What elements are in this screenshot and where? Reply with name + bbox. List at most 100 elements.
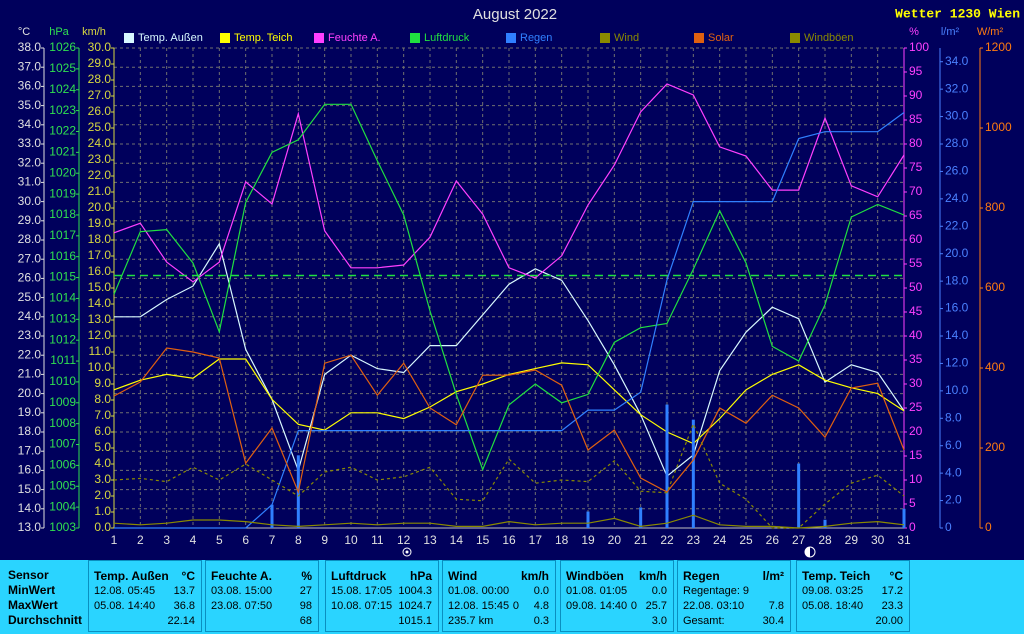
x-tick-label: 19: [581, 533, 595, 547]
legend-swatch: [790, 33, 800, 43]
panel-unit: %: [301, 569, 312, 583]
legend-swatch: [506, 33, 516, 43]
y-tick-label: 15.0: [18, 482, 42, 496]
y-tick-label: 1009: [49, 395, 76, 409]
y-tick-label: 1007: [49, 437, 76, 451]
row-label: MaxWert: [8, 598, 58, 612]
legend-label: Temp. Teich: [234, 32, 293, 44]
x-tick-label: 17: [529, 533, 543, 547]
y-tick-label: 12.0: [945, 356, 969, 370]
y-tick-label: 1020: [49, 165, 76, 179]
y-tick-label: 32.0: [18, 155, 42, 169]
legend-label: Wind: [614, 32, 639, 44]
cell-value: 13.7: [173, 585, 195, 597]
y-tick-label: 1016: [49, 249, 76, 263]
y-tick-label: 0: [945, 520, 952, 534]
y-tick-label: 1010: [49, 374, 76, 388]
cell-text: 10.08. 07:15: [331, 600, 393, 612]
x-tick-label: 23: [687, 533, 701, 547]
y-tick-label: 28.0: [88, 72, 112, 86]
x-tick-label: 28: [818, 533, 832, 547]
cell-text: 05.08. 18:40: [802, 600, 864, 612]
summary-table: Sensor MinWert MaxWert Durchschnitt Temp. Au…: [0, 560, 1024, 634]
panel-unit: l/m²: [762, 569, 784, 583]
cell-text: 09.08. 03:25: [802, 585, 864, 597]
y-tick-label: 1022: [49, 124, 76, 138]
y-tick-label: 5: [909, 496, 916, 510]
y-tick-label: 0: [909, 520, 916, 534]
y-tick-label: 2.0: [94, 488, 111, 502]
y-tick-label: 29.0: [18, 213, 42, 227]
panel: Windböen km/h 01.08. 01:05 0.0 09.08. 14:40 0…: [560, 560, 674, 632]
x-tick-label: 22: [660, 533, 674, 547]
panel-title: Temp. Außen: [94, 569, 169, 583]
panel-title: Wind: [448, 569, 478, 583]
y-tick-label: 34.0: [945, 54, 969, 68]
cell-value: 68: [299, 615, 312, 627]
y-tick-label: 23.0: [88, 152, 112, 166]
rain-bar: [639, 507, 643, 528]
series-line: [113, 103, 905, 472]
panel-unit: hPa: [409, 569, 432, 583]
y-tick-label: 50: [909, 280, 923, 294]
legend-label: Windböen: [804, 32, 854, 44]
x-tick-label: 13: [423, 533, 437, 547]
y-tick-label: 36.0: [18, 79, 42, 93]
y-tick-label: 30.0: [88, 40, 112, 54]
y-tick-label: 29.0: [88, 56, 112, 70]
cell-value: 27: [299, 585, 312, 597]
y-tick-label: 33.0: [18, 136, 42, 150]
legend-swatch: [694, 33, 704, 43]
y-tick-label: 1.0: [94, 504, 111, 518]
x-tick-label: 31: [897, 533, 911, 547]
panel-title: Feuchte A.: [211, 569, 272, 583]
y-tick-label: 16.0: [18, 463, 42, 477]
x-tick-label: 11: [371, 533, 384, 547]
cell-value: 3.0: [651, 615, 667, 627]
cell-value: 1004.3: [398, 585, 432, 597]
y-tick-label: 1026: [49, 40, 76, 54]
rain-bar: [270, 504, 274, 528]
y-tick-label: 1008: [49, 416, 76, 430]
chart: August 2022 Wetter 1230 Wien °C13.014.01…: [18, 6, 1020, 558]
y-tick-label: 600: [985, 280, 1005, 294]
y-tick-label: 22.0: [945, 218, 969, 232]
panel-title: Luftdruck: [331, 569, 387, 583]
cell-text: 01.08. 01:05: [566, 585, 628, 597]
series-line: [114, 112, 905, 529]
cell-value: 0.0: [533, 585, 549, 597]
y-tick-label: 1018: [49, 207, 76, 221]
y-tick-label: 38.0: [18, 40, 42, 54]
cell-text: 235.7 km: [448, 615, 494, 627]
legend-label: Solar: [708, 32, 734, 44]
cell-text: 12.08. 15:45: [448, 600, 510, 612]
axis-unit: W/m²: [977, 26, 1004, 38]
y-tick-label: 25.0: [18, 290, 42, 304]
series-line: [113, 358, 905, 445]
y-tick-label: 11.0: [89, 344, 112, 358]
panel-unit: °C: [889, 569, 903, 583]
cell-value: 0.0: [651, 585, 667, 597]
axis-unit: %: [909, 26, 919, 38]
y-tick-label: 70: [909, 184, 923, 198]
cell-text: Regentage: 9: [683, 585, 750, 597]
x-tick-label: 1: [111, 533, 118, 547]
y-tick-label: 10: [909, 472, 923, 486]
y-tick-label: 26.0: [18, 271, 42, 285]
y-tick-label: 18.0: [945, 273, 969, 287]
series-line: [113, 422, 905, 529]
y-tick-label: 1013: [49, 311, 76, 325]
y-tick-label: 24.0: [88, 136, 112, 150]
x-tick-label: 30: [871, 533, 885, 547]
legend-swatch: [220, 33, 230, 43]
y-tick-label: 30: [909, 376, 923, 390]
cell-text: 23.08. 07:50: [211, 600, 273, 612]
y-tick-label: 27.0: [88, 88, 112, 102]
y-tick-label: 17.0: [18, 443, 42, 457]
panel: Regen l/m² Regentage: 9 22.08. 03:10 7.8 Gesa…: [677, 560, 791, 632]
y-tick-label: 26.0: [88, 104, 112, 118]
cell-value: 17.2: [881, 585, 903, 597]
cell-value: 25.7: [645, 600, 667, 612]
y-tick-label: 19.0: [18, 405, 42, 419]
